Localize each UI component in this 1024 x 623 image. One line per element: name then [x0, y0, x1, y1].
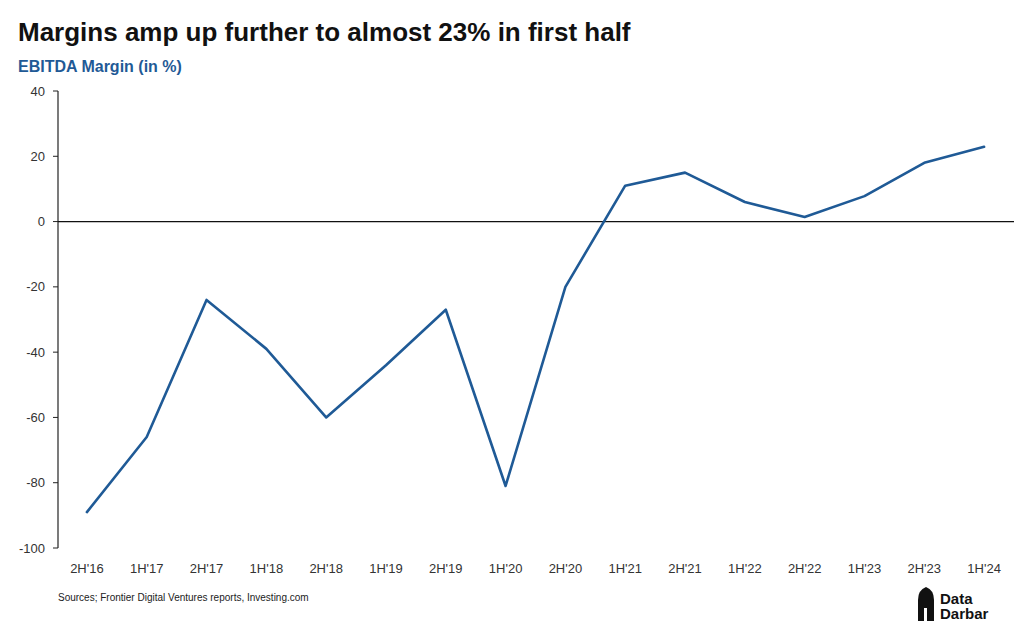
data-line: [87, 147, 984, 512]
y-tick: [53, 286, 58, 287]
x-tick-label: 1H'20: [489, 561, 523, 576]
subtitle: EBITDA Margin (in %): [18, 58, 182, 75]
x-tick-label: 2H'20: [549, 561, 583, 576]
source: Sources; Frontier Digital Ventures repor…: [58, 592, 309, 603]
x-tick-label: 1H'19: [369, 561, 403, 576]
y-tick-label: -80: [26, 475, 45, 490]
y-axis-line: [57, 91, 58, 548]
logo: DataDarbar: [918, 587, 989, 622]
logo-icon-door: [924, 608, 927, 621]
y-tick: [53, 91, 58, 92]
plot-area: [87, 147, 984, 512]
y-tick: [53, 482, 58, 483]
zero-line: [58, 221, 1014, 222]
brand: DataDarbar: [940, 590, 989, 622]
y-tick-label: 0: [38, 214, 45, 229]
x-tick-label: 2H'19: [429, 561, 463, 576]
y-tick: [53, 221, 58, 222]
brand-line: Darbar: [940, 605, 989, 622]
title: Margins amp up further to almost 23% in …: [18, 17, 631, 47]
y-tick: [53, 417, 58, 418]
x-tick-label: 1H'21: [608, 561, 642, 576]
x-tick-label: 2H'21: [668, 561, 702, 576]
y-tick-label: 40: [31, 84, 45, 99]
x-tick-label: 1H'22: [728, 561, 762, 576]
y-tick: [53, 352, 58, 353]
x-tick-label: 2H'16: [70, 561, 104, 576]
x-tick-label: 2H'18: [309, 561, 343, 576]
y-tick: [53, 156, 58, 157]
y-tick-label: 20: [31, 149, 45, 164]
x-tick-label: 1H'23: [848, 561, 882, 576]
x-tick-label: 2H'23: [908, 561, 942, 576]
y-tick-label: -60: [26, 410, 45, 425]
logo-icon: [918, 587, 934, 621]
chart: Margins amp up further to almost 23% in …: [0, 0, 1024, 623]
x-tick-label: 2H'22: [788, 561, 822, 576]
x-tick-label: 1H'18: [250, 561, 284, 576]
y-tick-label: -20: [26, 279, 45, 294]
x-tick-label: 1H'24: [967, 561, 1001, 576]
x-tick-label: 1H'17: [130, 561, 164, 576]
x-tick-label: 2H'17: [190, 561, 224, 576]
y-tick-label: -40: [26, 345, 45, 360]
y-tick-label: -100: [19, 541, 45, 556]
background: [0, 0, 1024, 623]
y-tick: [53, 548, 58, 549]
